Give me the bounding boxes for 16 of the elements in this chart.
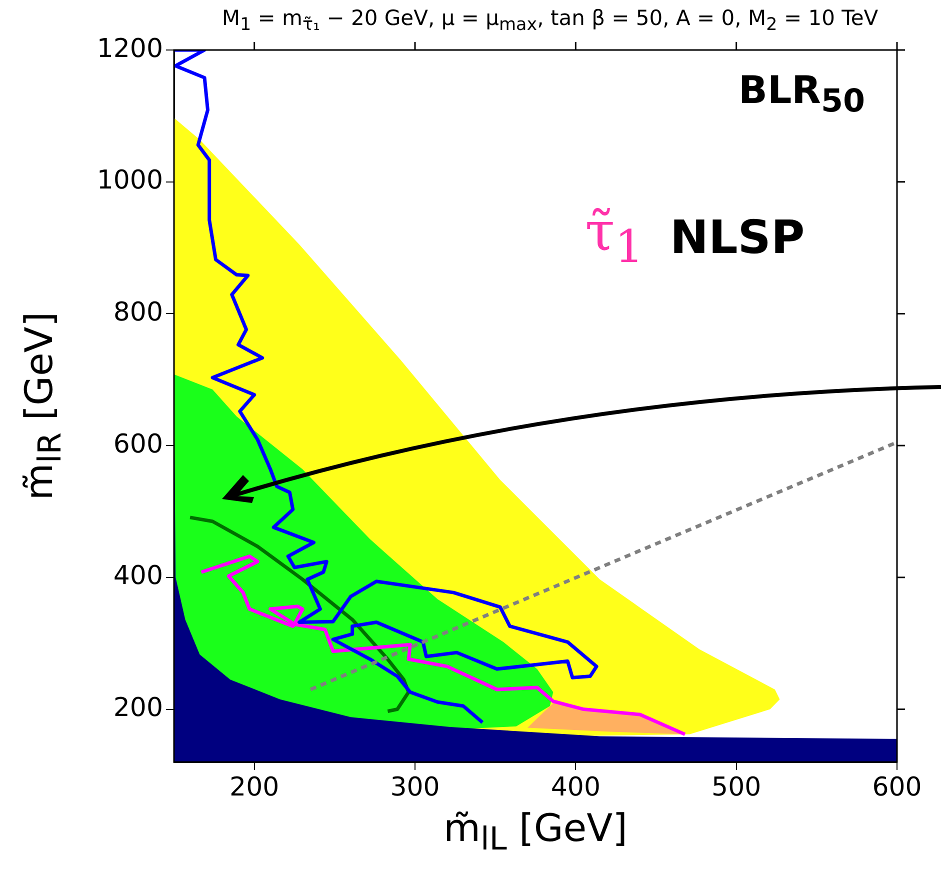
x-tick-label: 600 xyxy=(872,772,922,802)
annotation: NLSP xyxy=(670,210,805,264)
chart-title: M$_{1}$ = m$_{τ̃₁}$ − 20 GeV, μ = μ$_{max}$, tan β = 50, A = 0, M$_{2}$ = 10 TeV xyxy=(222,6,878,36)
y-tick-label: 1000 xyxy=(96,166,163,196)
x-tick-label: 400 xyxy=(550,772,600,802)
x-tick-label: 500 xyxy=(712,772,762,802)
x-tick-label: 300 xyxy=(390,772,440,802)
y-tick-label: 200 xyxy=(113,693,163,724)
y-tick-label: 400 xyxy=(113,561,163,592)
annotation: BLR$_{50}$ xyxy=(738,68,865,120)
y-tick-label: 1200 xyxy=(96,34,163,64)
x-tick-label: 200 xyxy=(230,772,280,802)
x-axis-title: m̃$_{lL}$ [GeV] xyxy=(442,806,629,858)
annotation: τ̃$_{1}$ xyxy=(585,200,644,273)
y-tick-label: 800 xyxy=(113,297,163,328)
y-tick-label: 600 xyxy=(113,429,163,460)
